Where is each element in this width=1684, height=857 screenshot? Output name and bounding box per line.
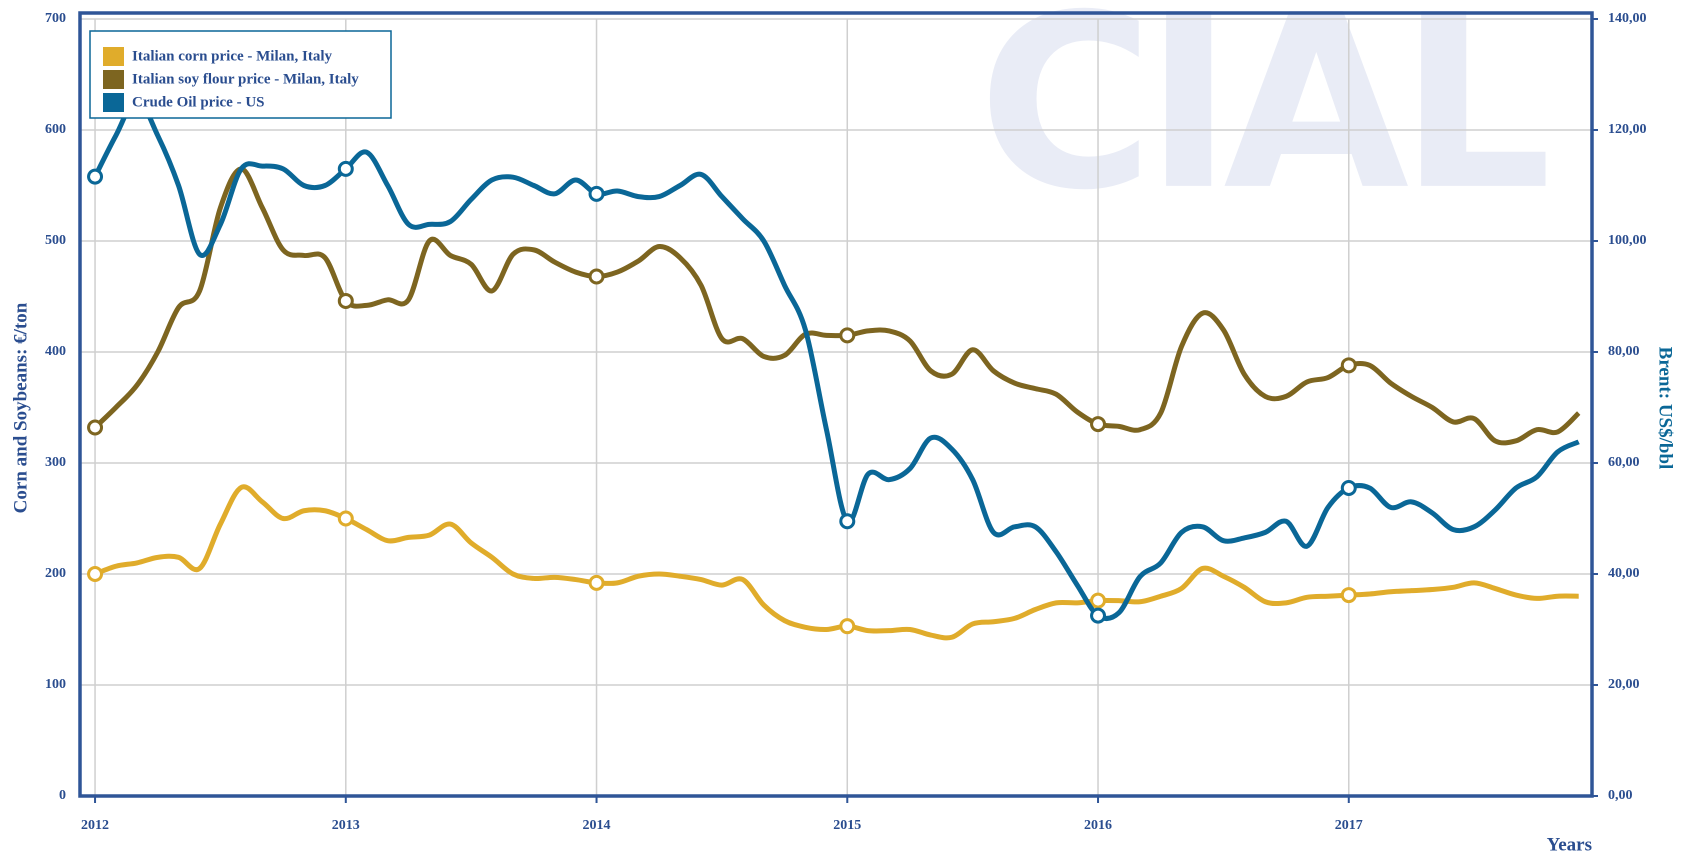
y2-tick-label: 140,00 (1608, 11, 1647, 26)
legend: Italian corn price - Milan, Italy Italian… (89, 30, 392, 119)
x-tick-label: 2015 (833, 818, 861, 833)
marker (1340, 479, 1357, 496)
marker (337, 510, 354, 527)
x-tick-label: 2014 (583, 818, 611, 833)
marker (839, 513, 856, 530)
x-tick-label: 2013 (332, 818, 360, 833)
y2-tick-label: 120,00 (1608, 122, 1647, 137)
marker (839, 618, 856, 635)
y2-tick-label: 100,00 (1608, 233, 1647, 248)
legend-swatch (103, 70, 124, 89)
y-tick-label: 300 (45, 455, 66, 470)
legend-box (89, 30, 392, 119)
marker (588, 268, 605, 285)
marker (87, 419, 104, 436)
plot-frame (78, 11, 1594, 798)
x-tick-label: 2017 (1335, 818, 1363, 833)
y2-axis-label: Brent: US$/bbl (1655, 347, 1676, 470)
marker (87, 168, 104, 185)
marker (588, 574, 605, 591)
marker (1090, 592, 1107, 609)
marker (1090, 416, 1107, 433)
legend-label: Italian soy flour price - Milan, Italy (132, 71, 359, 87)
y-tick-label: 700 (45, 11, 66, 26)
legend-swatch (103, 47, 124, 66)
y2-tick-label: 60,00 (1608, 455, 1640, 470)
y-tick-label: 200 (45, 566, 66, 581)
x-tick-label: 2012 (81, 818, 109, 833)
series-line (94, 484, 1579, 641)
marker (337, 160, 354, 177)
legend-label: Crude Oil price - US (132, 94, 265, 110)
marker (839, 327, 856, 344)
marker (87, 566, 104, 582)
marker (1090, 607, 1107, 624)
marker (1340, 587, 1357, 604)
y2-tick-label: 40,00 (1608, 566, 1640, 581)
marker (588, 185, 605, 202)
y-tick-label: 500 (45, 233, 66, 248)
legend-label: Italian corn price - Milan, Italy (132, 48, 332, 64)
y-tick-label: 0 (59, 788, 66, 803)
legend-swatch (103, 93, 124, 112)
y-tick-label: 600 (45, 122, 66, 137)
y-axis-label: Corn and Soybeans: €/ton (10, 302, 31, 513)
marker (337, 292, 354, 309)
watermark: CIAL (978, 0, 1546, 243)
y2-tick-label: 20,00 (1608, 677, 1640, 692)
marker (1340, 357, 1357, 374)
y-tick-label: 400 (45, 344, 66, 359)
x-tick-label: 2016 (1084, 818, 1112, 833)
y2-tick-label: 80,00 (1608, 344, 1640, 359)
y2-tick-label: 0,00 (1608, 788, 1633, 803)
x-axis-label: Years (1547, 834, 1592, 855)
y-tick-label: 100 (45, 677, 66, 692)
series-line (93, 166, 1581, 446)
